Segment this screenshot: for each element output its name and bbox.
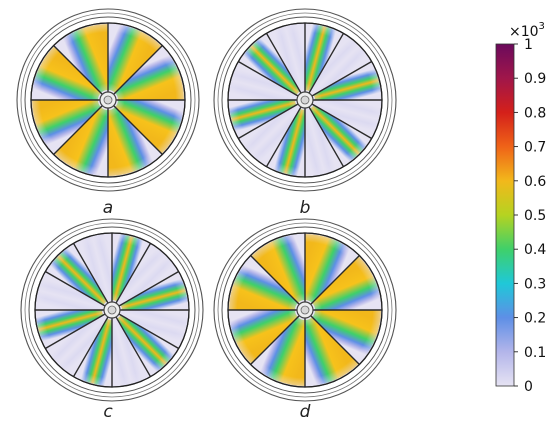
blade (308, 106, 345, 168)
outer-ring-inner (217, 222, 393, 398)
hub-center (300, 305, 310, 315)
blade (237, 103, 299, 140)
caption-a: a (103, 198, 113, 218)
blade (72, 316, 109, 378)
blade (118, 313, 180, 350)
blade (250, 315, 300, 365)
blade (53, 45, 103, 95)
hub-center (300, 95, 310, 105)
colorbar: ×103 0 0.1 0.2 0.3 0.4 0.5 0.6 0.7 0.8 0.9 1 (495, 21, 546, 395)
colorbar-tick-label: 0.4 (524, 242, 546, 258)
colorbar-ticks: 0 0.1 0.2 0.3 0.4 0.5 0.6 0.7 0.8 0.9 1 (514, 37, 546, 395)
blade (113, 105, 163, 155)
stator-ring (28, 226, 196, 394)
blade (237, 60, 299, 97)
colorbar-gradient (495, 43, 515, 387)
colorbar-tick-label: 1 (524, 37, 533, 53)
caption-c: c (103, 402, 113, 422)
blade (72, 242, 109, 304)
colorbar-tick-label: 0.9 (524, 71, 546, 87)
outer-ring-inner (20, 12, 196, 188)
colorbar-tick-label: 0.6 (524, 174, 546, 190)
colorbar-multiplier: ×103 (509, 21, 545, 40)
outer-ring-inner (217, 12, 393, 188)
blade (265, 106, 302, 168)
blade (310, 255, 360, 305)
blade (310, 315, 360, 365)
blade (113, 45, 163, 95)
rotor-edge (227, 232, 383, 388)
colorbar-tick-label: 0.5 (524, 208, 546, 224)
rotor-edge (227, 22, 383, 178)
blade (44, 270, 106, 307)
colorbar-tick-label: 0.3 (524, 276, 546, 292)
panel-b (213, 8, 397, 192)
blade (265, 32, 302, 94)
colorbar-tick-label: 0.2 (524, 311, 546, 327)
blade (44, 313, 106, 350)
outer-ring-inner (24, 222, 200, 398)
caption-d: d (300, 402, 311, 422)
panel-c (20, 218, 204, 402)
stator-ring (221, 16, 389, 184)
blade (118, 270, 180, 307)
colorbar-tick-label: 0.7 (524, 140, 546, 156)
caption-b: b (300, 198, 311, 218)
colorbar-tick-label: 0 (524, 379, 533, 395)
blade (311, 60, 373, 97)
rotor-edge (34, 232, 190, 388)
stator-ring (24, 16, 192, 184)
blade (115, 242, 152, 304)
hub-center (107, 305, 117, 315)
blade (308, 32, 345, 94)
stator-ring (221, 226, 389, 394)
colorbar-tick-label: 0.8 (524, 105, 546, 121)
blade (115, 316, 152, 378)
blade (250, 255, 300, 305)
blade (53, 105, 103, 155)
colorbar-tick-label: 0.1 (524, 345, 546, 361)
rotor-edge (30, 22, 186, 178)
hub-center (103, 95, 113, 105)
panel-d (213, 218, 397, 402)
panel-a (16, 8, 200, 192)
blade (311, 103, 373, 140)
